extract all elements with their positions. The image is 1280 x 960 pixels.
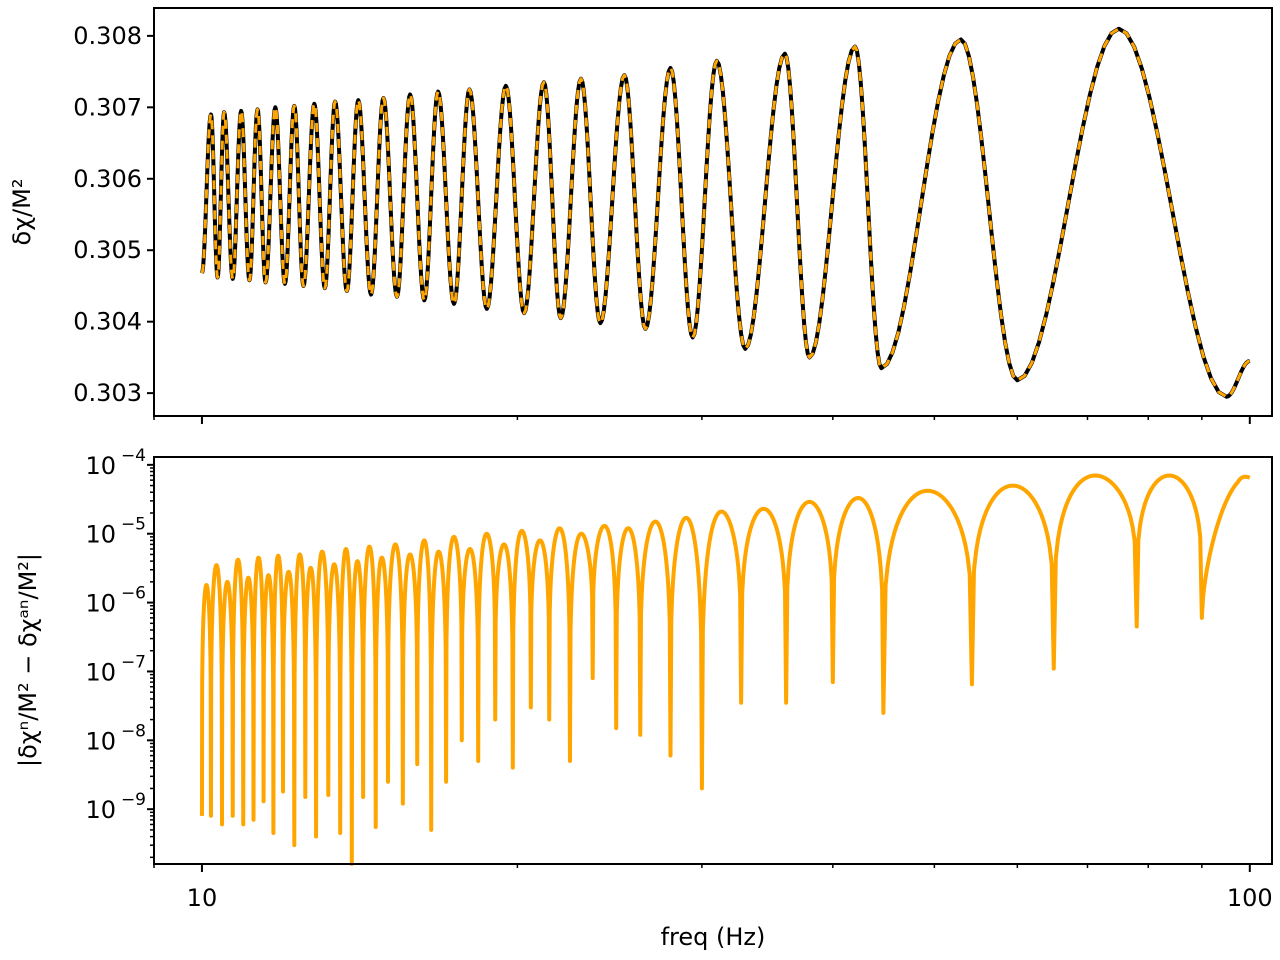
bottom-y-tick-label-exp: −9	[121, 790, 146, 810]
bottom-y-axis-label: |δχⁿ/M² − δχᵃⁿ/M²|	[14, 553, 42, 767]
bottom-x-ticks: 10 100	[153, 864, 1273, 912]
bottom-x-tick-label: 100	[1227, 884, 1273, 912]
bottom-y-ticks: 10−910−810−710−610−510−4	[85, 446, 154, 859]
top-y-tick-label: 0.306	[73, 165, 142, 193]
top-x-ticks	[153, 416, 1251, 424]
bottom-y-tick-label-exp: −6	[121, 584, 146, 604]
bottom-y-tick-label-base: 10	[85, 658, 116, 686]
bottom-y-tick-label-exp: −7	[121, 652, 146, 672]
bottom-series-group	[199, 473, 1251, 866]
top-y-tick-label: 0.305	[73, 236, 142, 264]
top-y-tick-label: 0.303	[73, 379, 142, 407]
top-y-tick-label: 0.304	[73, 308, 142, 336]
bottom-y-tick-label-exp: −8	[121, 721, 146, 741]
top-y-tick-label: 0.308	[73, 22, 142, 50]
top-panel: 0.303 0.304 0.305 0.306 0.307 0.308 δχ/M²	[8, 7, 1273, 424]
top-y-axis-label: δχ/M²	[8, 179, 36, 246]
bottom-axes-frame	[153, 456, 1273, 865]
bottom-y-tick-label-base: 10	[85, 452, 116, 480]
bottom-panel: 10−910−810−710−610−510−4 10 100 |δχⁿ/M² −…	[14, 446, 1273, 951]
top-series-analytic-line	[200, 27, 1251, 399]
bottom-y-tick-label-base: 10	[85, 796, 116, 824]
bottom-y-tick-label-base: 10	[85, 727, 116, 755]
top-y-ticks: 0.303 0.304 0.305 0.306 0.307 0.308	[73, 22, 154, 407]
bottom-series-difference-line	[199, 473, 1251, 866]
top-axes-frame	[153, 7, 1273, 417]
bottom-y-tick-label-base: 10	[85, 590, 116, 618]
bottom-x-tick-label: 10	[187, 884, 218, 912]
bottom-y-tick-label-exp: −4	[121, 446, 146, 466]
top-series-group	[200, 26, 1251, 399]
x-axis-label: freq (Hz)	[661, 923, 766, 951]
top-y-tick-label: 0.307	[73, 93, 142, 121]
bottom-y-tick-label-base: 10	[85, 521, 116, 549]
bottom-y-tick-label-exp: −5	[121, 515, 146, 535]
